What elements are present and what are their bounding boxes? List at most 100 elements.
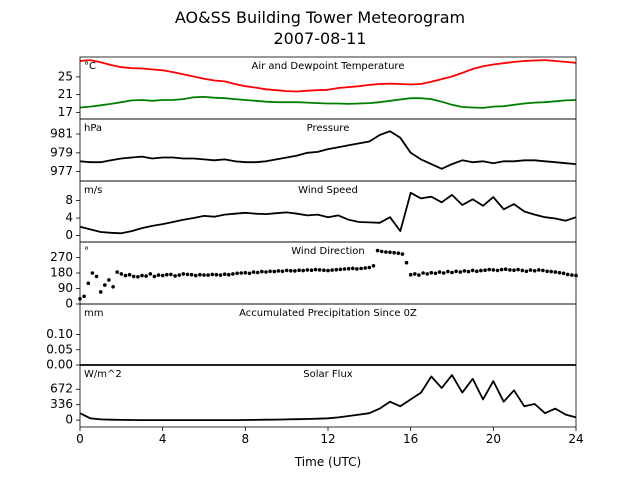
data-point — [334, 267, 339, 272]
y-tick-label: 336 — [50, 397, 73, 411]
data-point — [222, 272, 227, 277]
data-point — [107, 278, 111, 282]
data-point — [479, 268, 483, 273]
x-tick-label: 12 — [320, 432, 335, 446]
x-tick-label: 8 — [242, 432, 250, 446]
y-tick-label: 0 — [65, 228, 73, 242]
data-point — [177, 273, 181, 277]
data-point — [185, 272, 190, 277]
x-tick-label: 20 — [486, 432, 501, 446]
y-tick-label: 979 — [50, 145, 73, 159]
data-point — [227, 272, 231, 277]
data-point — [421, 271, 425, 275]
data-point — [280, 269, 285, 274]
data-point — [98, 290, 103, 294]
data-point — [148, 272, 153, 276]
data-point — [103, 283, 107, 287]
data-point — [425, 272, 430, 276]
data-point — [317, 268, 322, 272]
data-point — [264, 270, 268, 274]
data-point — [231, 272, 235, 276]
figure-subtitle: 2007-08-11 — [273, 29, 367, 48]
data-point — [206, 273, 210, 277]
data-point — [437, 270, 442, 274]
y-tick-label: 4 — [65, 211, 73, 225]
data-point — [338, 267, 343, 272]
data-point — [181, 272, 186, 276]
y-tick-label: 90 — [58, 281, 73, 295]
y-tick-label: 0.00 — [46, 358, 73, 372]
data-point — [272, 269, 277, 274]
y-tick-label: 977 — [50, 164, 73, 178]
data-point — [218, 273, 223, 277]
data-point — [326, 268, 330, 273]
data-point — [396, 251, 401, 255]
data-point — [210, 272, 215, 277]
y-tick-label: 0.10 — [46, 327, 73, 341]
data-point — [94, 274, 99, 279]
data-point — [367, 265, 372, 270]
data-point — [441, 271, 446, 275]
data-point — [454, 269, 458, 274]
y-tick-label: 270 — [50, 250, 73, 264]
y-tick-label: 672 — [50, 382, 73, 396]
data-point — [565, 272, 570, 277]
data-point — [375, 248, 380, 253]
data-point — [251, 270, 256, 274]
y-tick-label: 0.05 — [46, 342, 73, 356]
data-point — [305, 268, 310, 272]
data-point — [541, 268, 545, 273]
panel-title: Accumulated Precipitation Since 0Z — [239, 308, 417, 319]
panel-title: Wind Direction — [291, 246, 365, 257]
data-point — [293, 269, 297, 273]
figure-title: AO&SS Building Tower Meteorogram — [174, 8, 466, 27]
data-point — [570, 273, 574, 277]
series-line — [79, 96, 577, 109]
data-point — [165, 272, 169, 277]
data-point — [475, 269, 479, 274]
panel-unit: hPa — [84, 123, 102, 134]
data-point — [127, 272, 132, 277]
panel-title: Air and Dewpoint Temperature — [252, 61, 405, 72]
data-point — [462, 269, 467, 273]
data-point — [495, 268, 500, 273]
data-point — [503, 267, 508, 272]
data-point — [193, 273, 198, 278]
y-tick-label: 981 — [50, 127, 73, 141]
data-point — [346, 266, 351, 271]
data-point — [82, 294, 86, 299]
data-point — [359, 266, 363, 271]
x-axis-label: Time (UTC) — [294, 455, 361, 469]
data-point — [400, 252, 405, 256]
y-tick-label: 0 — [65, 297, 73, 311]
data-point — [470, 268, 475, 273]
data-point — [537, 268, 541, 272]
data-point — [516, 267, 520, 272]
data-point — [144, 274, 148, 278]
data-point — [111, 285, 115, 289]
data-point — [115, 270, 119, 274]
data-point — [260, 269, 264, 274]
data-point — [388, 250, 392, 255]
data-point — [520, 268, 525, 273]
data-point — [458, 270, 463, 274]
data-point — [169, 272, 173, 277]
panel-title: Pressure — [307, 123, 350, 134]
data-point — [553, 270, 558, 274]
data-point — [532, 269, 537, 273]
data-point — [214, 272, 219, 277]
data-point — [140, 273, 144, 278]
data-point — [512, 268, 516, 273]
data-point — [152, 274, 157, 279]
data-point — [86, 281, 91, 286]
data-point — [235, 271, 239, 276]
data-point — [379, 249, 384, 254]
data-point — [297, 268, 301, 273]
data-point — [160, 273, 165, 278]
data-point — [408, 272, 413, 277]
x-tick-label: 24 — [568, 432, 583, 446]
data-point — [289, 269, 293, 273]
data-point — [342, 267, 347, 271]
